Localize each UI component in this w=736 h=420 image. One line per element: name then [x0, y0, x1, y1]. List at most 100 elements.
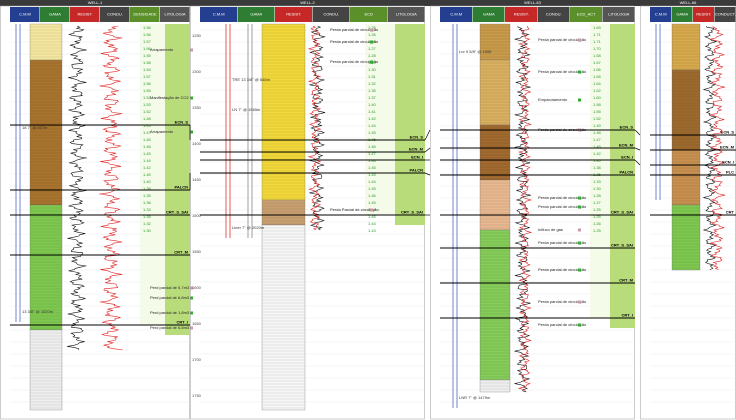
event-marker [190, 326, 193, 330]
well-name: WELL-2 [300, 0, 315, 5]
lithology [479, 179, 511, 231]
lithology [671, 149, 701, 206]
depth-label: 1700 [192, 357, 202, 362]
header-cell [440, 7, 472, 22]
lithology [29, 59, 63, 206]
top-label: CRT_S_SAI [401, 210, 423, 215]
event-note: Perda parcial de circulação [330, 59, 379, 64]
header-label: CONDU. [323, 12, 339, 17]
header-cell [100, 7, 130, 22]
top-label: CRT_S_SAI [611, 210, 633, 215]
ecd-value: 1.52 [143, 109, 152, 114]
event-note: Influxo de gás [538, 227, 563, 232]
event-marker [190, 130, 193, 134]
event-marker [578, 268, 581, 272]
log-curve [702, 25, 718, 270]
log-curve [517, 25, 533, 393]
lithology [479, 379, 511, 393]
header-label: ECD_ACT [577, 12, 596, 17]
lithology [261, 199, 306, 226]
ecd-value: 1.45 [143, 137, 152, 142]
top-label: ECN_S [410, 135, 424, 140]
correlation-line [634, 147, 641, 151]
ecd-value: 1.44 [368, 179, 377, 184]
ecd-value: 1.45 [143, 151, 152, 156]
ecd-value: 1.43 [368, 228, 377, 233]
ecd-value: 1.62 [593, 88, 602, 93]
casing-label: 18 7" @ 607m [22, 125, 48, 130]
ecd-value: 1.31 [368, 74, 377, 79]
casing-label: LN 7" @ 1565m [232, 107, 261, 112]
ecd-value: 1.27 [368, 46, 377, 51]
top-label: CRT_I [621, 313, 633, 318]
top-label: ECN_I [722, 160, 734, 165]
ecd-value: 1.64 [593, 81, 602, 86]
ecd-value: 1.58 [593, 102, 602, 107]
event-marker [578, 205, 581, 209]
header-label: DENSIDADE [133, 12, 157, 17]
ecd-value: 1.68 [593, 53, 602, 58]
ecd-value: 1.38 [593, 165, 602, 170]
log-curve [514, 25, 531, 393]
top-label: CRT_M [174, 250, 188, 255]
header-label: GAMA [676, 12, 688, 17]
header-label: CONDUCT. [715, 12, 736, 17]
event-marker [578, 241, 581, 245]
event-note: Perda parcial de circulação [538, 322, 587, 327]
top-label: ECN_I [621, 155, 633, 160]
ecd-value: 1.45 [143, 172, 152, 177]
formation-column [395, 24, 425, 225]
ecd-value: 1.30 [368, 67, 377, 72]
top-label: CRT_I [176, 320, 188, 325]
correlation-line [424, 147, 431, 153]
ecd-value: 1.48 [143, 116, 152, 121]
header-label: RESIST. [286, 12, 301, 17]
well-name: WELL-63 [524, 0, 541, 5]
ecd-value: 1.60 [593, 95, 602, 100]
top-label: CRT_M [619, 278, 633, 283]
ecd-value: 1.44 [368, 172, 377, 177]
depth-label: 1750 [192, 393, 202, 398]
ecd-column [590, 24, 610, 318]
event-note: Perd parcial de 6,8m3 [150, 295, 190, 300]
ecd-value: 1.44 [143, 158, 152, 163]
top-label: ECN_I [411, 155, 423, 160]
header-cell [350, 7, 387, 22]
ecd-value: 1.33 [143, 207, 152, 212]
lithology [29, 329, 63, 411]
ecd-value: 1.30 [143, 228, 152, 233]
event-note: Arrapamento [150, 129, 174, 134]
ecd-value: 1.47 [143, 130, 152, 135]
header-cell [505, 7, 537, 22]
event-note: Arrapamento [150, 47, 174, 52]
correlation-line [634, 159, 641, 166]
top-label: ECN_M [619, 143, 634, 148]
ecd-value: 1.56 [143, 25, 152, 30]
header-cell [693, 7, 714, 22]
event-note: Perd parcial de 1,8m3 [150, 310, 190, 315]
top-label: CRT_S_SAI [611, 243, 633, 248]
top-label: PALCN [175, 185, 189, 190]
header-label: RESIST. [77, 12, 92, 17]
ecd-value: 1.55 [143, 88, 152, 93]
log-curve [67, 25, 87, 351]
ecd-value: 1.58 [143, 60, 152, 65]
log-curve [307, 25, 322, 231]
header-label: RESIST. [696, 12, 711, 17]
event-marker [370, 28, 373, 32]
ecd-value: 1.25 [593, 228, 602, 233]
top-label: ECN_S [620, 125, 634, 130]
header-label: LITOLOGIA [608, 12, 629, 17]
ecd-value: 1.56 [143, 81, 152, 86]
header-cell [671, 7, 693, 22]
header-label: GAMA [250, 12, 262, 17]
ecd-value: 1.46 [368, 158, 377, 163]
lithology [479, 124, 511, 181]
header-cell [160, 7, 190, 22]
lithology [479, 59, 511, 126]
lithology [479, 229, 511, 381]
ecd-value: 1.45 [368, 186, 377, 191]
ecd-value: 1.45 [368, 130, 377, 135]
event-note: Perd parcial de 5,7m3 [150, 285, 190, 290]
